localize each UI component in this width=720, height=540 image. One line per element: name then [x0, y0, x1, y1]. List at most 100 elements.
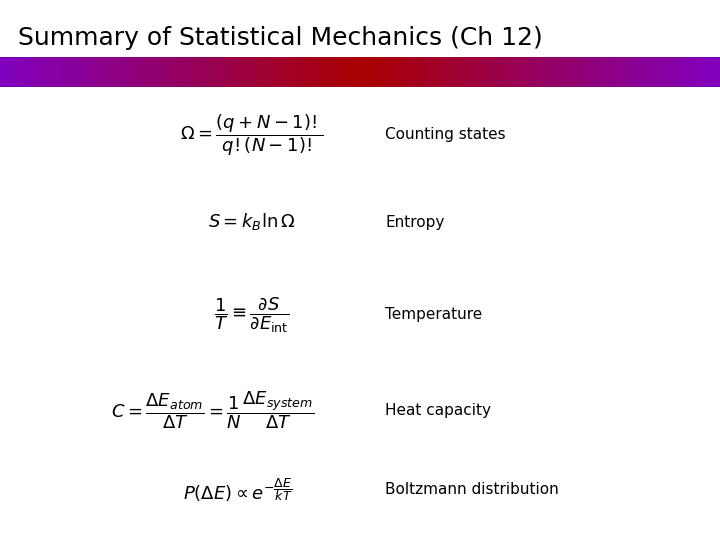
Bar	[608, 57, 612, 87]
Bar	[65, 57, 68, 87]
Bar	[410, 57, 414, 87]
Bar	[54, 57, 58, 87]
Bar	[652, 57, 655, 87]
Bar	[378, 57, 382, 87]
Bar	[716, 57, 720, 87]
Bar	[0, 57, 4, 87]
Bar	[475, 57, 479, 87]
Bar	[695, 57, 698, 87]
Text: $C = \dfrac{\Delta E_{atom}}{\Delta T} = \dfrac{1}{N}\dfrac{\Delta E_{system}}{\: $C = \dfrac{\Delta E_{atom}}{\Delta T} =…	[111, 389, 314, 431]
Bar	[108, 57, 112, 87]
Bar	[22, 57, 25, 87]
Bar	[565, 57, 569, 87]
Bar	[536, 57, 540, 87]
Bar	[205, 57, 209, 87]
Bar	[58, 57, 61, 87]
Bar	[554, 57, 558, 87]
Bar	[583, 57, 587, 87]
Bar	[36, 57, 40, 87]
Bar	[302, 57, 306, 87]
Bar	[295, 57, 299, 87]
Bar	[173, 57, 176, 87]
Text: Summary of Statistical Mechanics (Ch 12): Summary of Statistical Mechanics (Ch 12)	[18, 26, 543, 50]
Text: Counting states: Counting states	[385, 127, 506, 143]
Bar	[356, 57, 360, 87]
Bar	[544, 57, 547, 87]
Bar	[198, 57, 202, 87]
Bar	[713, 57, 716, 87]
Bar	[61, 57, 65, 87]
Bar	[241, 57, 245, 87]
Bar	[407, 57, 410, 87]
Bar	[331, 57, 335, 87]
Bar	[432, 57, 436, 87]
Bar	[104, 57, 108, 87]
Bar	[673, 57, 677, 87]
Bar	[68, 57, 72, 87]
Bar	[443, 57, 446, 87]
Bar	[216, 57, 220, 87]
Bar	[587, 57, 590, 87]
Bar	[263, 57, 266, 87]
Text: $\dfrac{1}{T} \equiv \dfrac{\partial S}{\partial E_{\mathrm{int}}}$: $\dfrac{1}{T} \equiv \dfrac{\partial S}{…	[215, 295, 289, 335]
Bar	[486, 57, 490, 87]
Bar	[281, 57, 284, 87]
Bar	[266, 57, 270, 87]
Bar	[540, 57, 544, 87]
Bar	[616, 57, 619, 87]
Bar	[706, 57, 709, 87]
Bar	[346, 57, 349, 87]
Bar	[94, 57, 97, 87]
Bar	[324, 57, 328, 87]
Bar	[508, 57, 511, 87]
Bar	[259, 57, 263, 87]
Bar	[400, 57, 403, 87]
Bar	[40, 57, 43, 87]
Bar	[425, 57, 428, 87]
Bar	[7, 57, 11, 87]
Bar	[500, 57, 504, 87]
Bar	[572, 57, 576, 87]
Bar	[50, 57, 54, 87]
Bar	[522, 57, 526, 87]
Bar	[248, 57, 252, 87]
Bar	[594, 57, 598, 87]
Bar	[490, 57, 493, 87]
Bar	[97, 57, 101, 87]
Bar	[439, 57, 443, 87]
Bar	[310, 57, 313, 87]
Bar	[349, 57, 353, 87]
Bar	[428, 57, 432, 87]
Bar	[180, 57, 184, 87]
Text: $P(\Delta E) \propto e^{-\dfrac{\Delta E}{kT}}$: $P(\Delta E) \propto e^{-\dfrac{\Delta E…	[183, 476, 292, 504]
Bar	[418, 57, 421, 87]
Text: $\Omega = \dfrac{(q + N - 1)!}{q!(N - 1)!}$: $\Omega = \dfrac{(q + N - 1)!}{q!(N - 1)…	[181, 112, 323, 158]
Bar	[446, 57, 450, 87]
Bar	[364, 57, 367, 87]
Bar	[144, 57, 148, 87]
Bar	[691, 57, 695, 87]
Bar	[277, 57, 281, 87]
Bar	[148, 57, 151, 87]
Bar	[209, 57, 212, 87]
Bar	[551, 57, 554, 87]
Bar	[220, 57, 223, 87]
Bar	[630, 57, 634, 87]
Bar	[619, 57, 623, 87]
Bar	[436, 57, 439, 87]
Bar	[504, 57, 508, 87]
Bar	[137, 57, 140, 87]
Bar	[274, 57, 277, 87]
Bar	[389, 57, 392, 87]
Bar	[230, 57, 234, 87]
Bar	[385, 57, 389, 87]
Bar	[140, 57, 144, 87]
Bar	[234, 57, 238, 87]
Bar	[590, 57, 594, 87]
Bar	[43, 57, 47, 87]
Bar	[47, 57, 50, 87]
Bar	[580, 57, 583, 87]
Bar	[187, 57, 191, 87]
Bar	[313, 57, 317, 87]
Bar	[256, 57, 259, 87]
